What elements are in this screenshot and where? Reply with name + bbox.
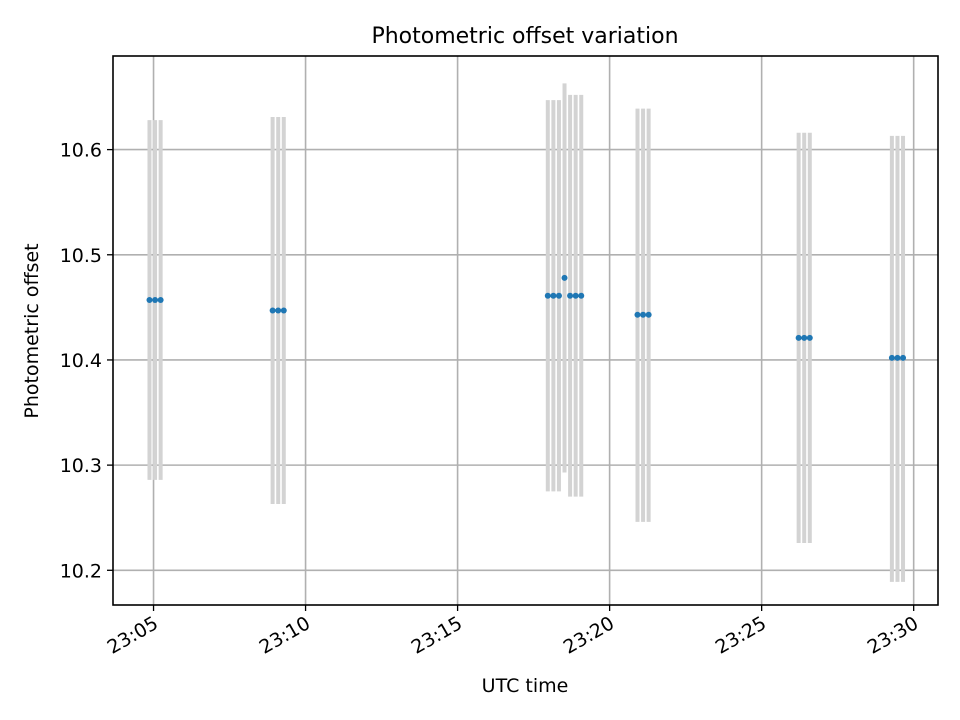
data-point [640,311,647,318]
data-point [269,307,276,314]
x-axis-label: UTC time [482,675,569,697]
x-tick-label: 23:15 [408,612,466,658]
data-point [152,297,159,303]
x-tick-label: 23:20 [560,612,618,658]
y-axis-label: Photometric offset [21,243,43,418]
data-point [795,334,802,341]
y-tick-label: 10.6 [60,140,102,162]
data-point [544,292,551,299]
data-point [806,334,813,341]
y-tick-label: 10.2 [60,560,102,582]
data-point [634,311,641,318]
data-point [157,297,164,303]
data-point [801,334,808,341]
x-tick-label: 23:30 [864,612,922,658]
y-tick-label: 10.5 [60,245,102,267]
data-point [550,292,557,299]
x-tick-label: 23:25 [712,612,770,658]
y-tick-label: 10.3 [60,455,102,477]
grid [113,56,938,605]
chart-title: Photometric offset variation [371,24,678,49]
plot-frame [112,55,939,606]
data-point [561,274,568,281]
data-points [146,274,907,361]
data-point [888,354,895,361]
data-point [567,292,574,299]
data-point [645,311,652,318]
data-point [280,307,287,314]
x-tick-label: 23:05 [104,612,162,658]
error-bars [147,83,906,582]
data-point [146,297,153,303]
y-tick-label: 10.4 [60,350,102,372]
x-tick-label: 23:10 [256,612,314,658]
data-point [572,292,579,299]
data-point [275,307,282,314]
axis-ticks: 23:05 23:10 23:15 23:20 23:25 23:30 10.2 10.3 10… [60,140,922,659]
data-point [900,354,907,361]
data-point [894,354,901,361]
data-point [578,292,585,299]
data-point [555,292,562,299]
